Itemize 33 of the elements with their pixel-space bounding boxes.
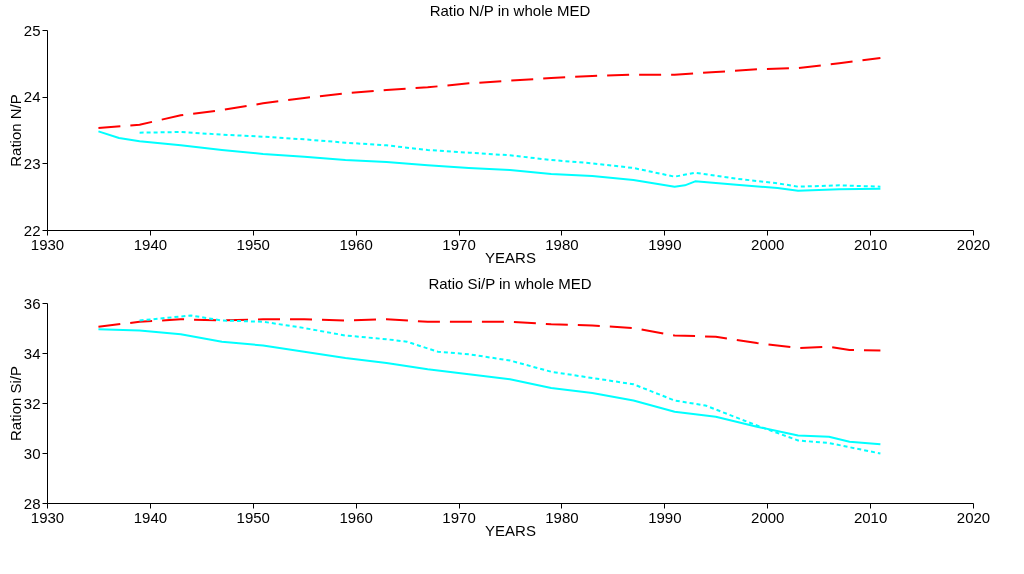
x-axis-title: YEARS (485, 248, 536, 266)
line-series (97, 318, 882, 352)
x-tick-label: 1970 (442, 508, 476, 526)
x-tick-label: 2000 (751, 235, 785, 253)
y-tick-label: 36 (23, 294, 41, 312)
x-tick-label: 2010 (853, 508, 888, 526)
x-tick-label: 1990 (648, 508, 682, 526)
x-axis-title: YEARS (485, 521, 536, 539)
x-tick-label: 1950 (236, 508, 270, 526)
chart-title: Ratio N/P in whole MED (429, 2, 591, 19)
x-tick-label: 1980 (545, 508, 579, 526)
x-tick-label: 2020 (956, 235, 991, 253)
x-tick-label: 1970 (442, 235, 476, 253)
line-series (97, 57, 882, 129)
chart-title: Ratio Si/P in whole MED (428, 275, 592, 292)
x-tick-label: 1980 (545, 235, 579, 253)
x-tick-label: 1940 (133, 235, 168, 253)
y-axis-title: Ration Si/P (6, 365, 24, 442)
y-tick-label: 25 (23, 21, 41, 39)
y-axis-title: Ration N/P (6, 94, 24, 167)
y-tick-label: 24 (23, 88, 41, 106)
x-tick-label: 1960 (339, 508, 373, 526)
x-tick-label: 1990 (648, 235, 682, 253)
x-tick-label: 1950 (236, 235, 270, 253)
x-tick-label: 2000 (751, 508, 785, 526)
y-tick-label: 34 (23, 344, 41, 362)
x-tick-label: 2020 (956, 508, 991, 526)
y-tick-label: 30 (23, 444, 41, 462)
y-tick-label: 23 (23, 154, 41, 172)
y-tick-label: 32 (23, 394, 41, 412)
x-tick-label: 2010 (853, 235, 888, 253)
x-tick-label: 1940 (133, 508, 168, 526)
x-tick-label: 1960 (339, 235, 373, 253)
